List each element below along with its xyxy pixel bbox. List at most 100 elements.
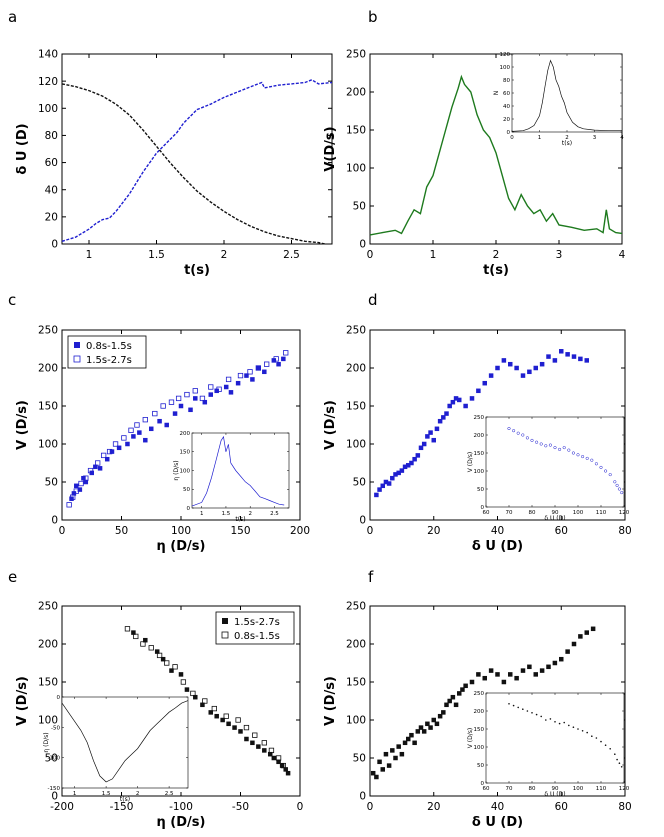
y-axis-label: V (D/s) [467,728,474,748]
data-point [402,464,408,470]
data-point [428,430,433,435]
y-tick-label: 250 [474,691,485,697]
x-tick-label: 200 [290,525,310,537]
data-point [533,672,538,677]
inset-background [486,417,624,507]
x-tick-label: 50 [115,525,128,537]
y-tick-label: 50 [477,763,484,769]
x-tick-label: 3 [593,135,597,141]
data-point [283,350,289,356]
legend-label: 1.5s-2.7s [86,355,132,366]
data-point [469,679,475,685]
data-point [540,715,542,718]
y-tick-label: 50 [353,201,366,213]
data-point [228,390,234,395]
data-point [508,703,510,705]
data-point [390,475,395,481]
data-point [521,433,525,437]
data-point [609,748,611,750]
y-tick-label: 250 [38,325,58,337]
data-point [559,349,564,354]
data-point [441,415,446,420]
data-point [552,358,558,363]
y-tick-label: 0 [359,515,366,527]
x-tick-label: 60 [483,510,490,516]
data-point [396,744,401,749]
legend-marker [74,342,80,348]
y-axis-label: V (D/s) [467,452,474,472]
x-tick-label: -150 [110,801,134,813]
x-tick-label: 0 [297,801,304,813]
y-tick-label: 20 [45,212,58,224]
data-point [535,440,539,444]
data-point [214,713,219,719]
data-point [618,762,621,764]
data-point [276,361,281,367]
axes-frame [61,696,189,789]
x-tick-label: 60 [555,801,568,813]
data-point [545,719,547,721]
data-point [154,649,160,654]
x-tick-label: 70 [506,510,513,516]
x-tick-label: 80 [529,786,536,792]
x-tick-label: 2 [221,249,228,261]
x-tick-label: 100 [171,525,191,537]
data-point [554,721,556,723]
data-point [412,456,417,462]
data-point [66,502,72,508]
y-tick-label: 200 [38,363,58,375]
data-point [501,358,507,363]
data-point [428,725,433,730]
data-point [517,706,519,709]
y-tick-label: 200 [38,639,58,651]
y-tick-label: 100 [38,715,58,727]
data-point [216,386,222,392]
data-point [431,717,436,723]
data-point [399,751,405,757]
y-tick-label: 250 [346,601,366,613]
y-tick-label: 0 [57,695,61,701]
data-point [507,426,511,431]
data-point [160,403,166,409]
data-point [157,418,162,424]
x-tick-label: 60 [483,786,490,792]
data-point [516,431,520,435]
data-point [581,455,585,459]
data-point [544,444,548,448]
y-tick-label: 0 [481,505,485,511]
x-tick-label: 0 [367,525,374,537]
panel-label-f: f [368,568,374,586]
data-point [193,694,198,700]
y-tick-label: 140 [38,49,58,61]
data-point [238,729,243,734]
data-point [530,438,534,442]
y-tick-label: 50 [353,477,366,489]
data-point [565,352,570,357]
data-point [83,479,89,485]
data-point [539,668,545,673]
data-point [208,710,213,715]
y-axis-label: V(D/s) [323,126,338,171]
data-point [584,358,589,363]
data-point [235,717,241,723]
data-point [549,718,552,720]
data-point [125,441,130,447]
legend-box [215,611,295,645]
y-tick-label: 0 [51,239,58,251]
series-line-falling [61,83,326,245]
data-point [131,434,136,439]
y-tick-label: 150 [38,401,58,413]
y-axis-label: η (D/s) [43,732,50,752]
data-point [226,721,231,727]
data-point [95,460,101,466]
y-tick-label: 100 [474,745,485,751]
inset-c: 1 1.5 2 2.5 0 50 100 150 200 t(s) η (D/s) [173,431,290,523]
inset-background [62,697,188,788]
data-point [514,675,519,681]
series-line-N [511,59,622,132]
data-point [522,708,524,710]
y-tick-label: 50 [477,487,484,493]
data-point [87,467,94,474]
data-point [441,710,446,715]
data-point [77,487,83,492]
